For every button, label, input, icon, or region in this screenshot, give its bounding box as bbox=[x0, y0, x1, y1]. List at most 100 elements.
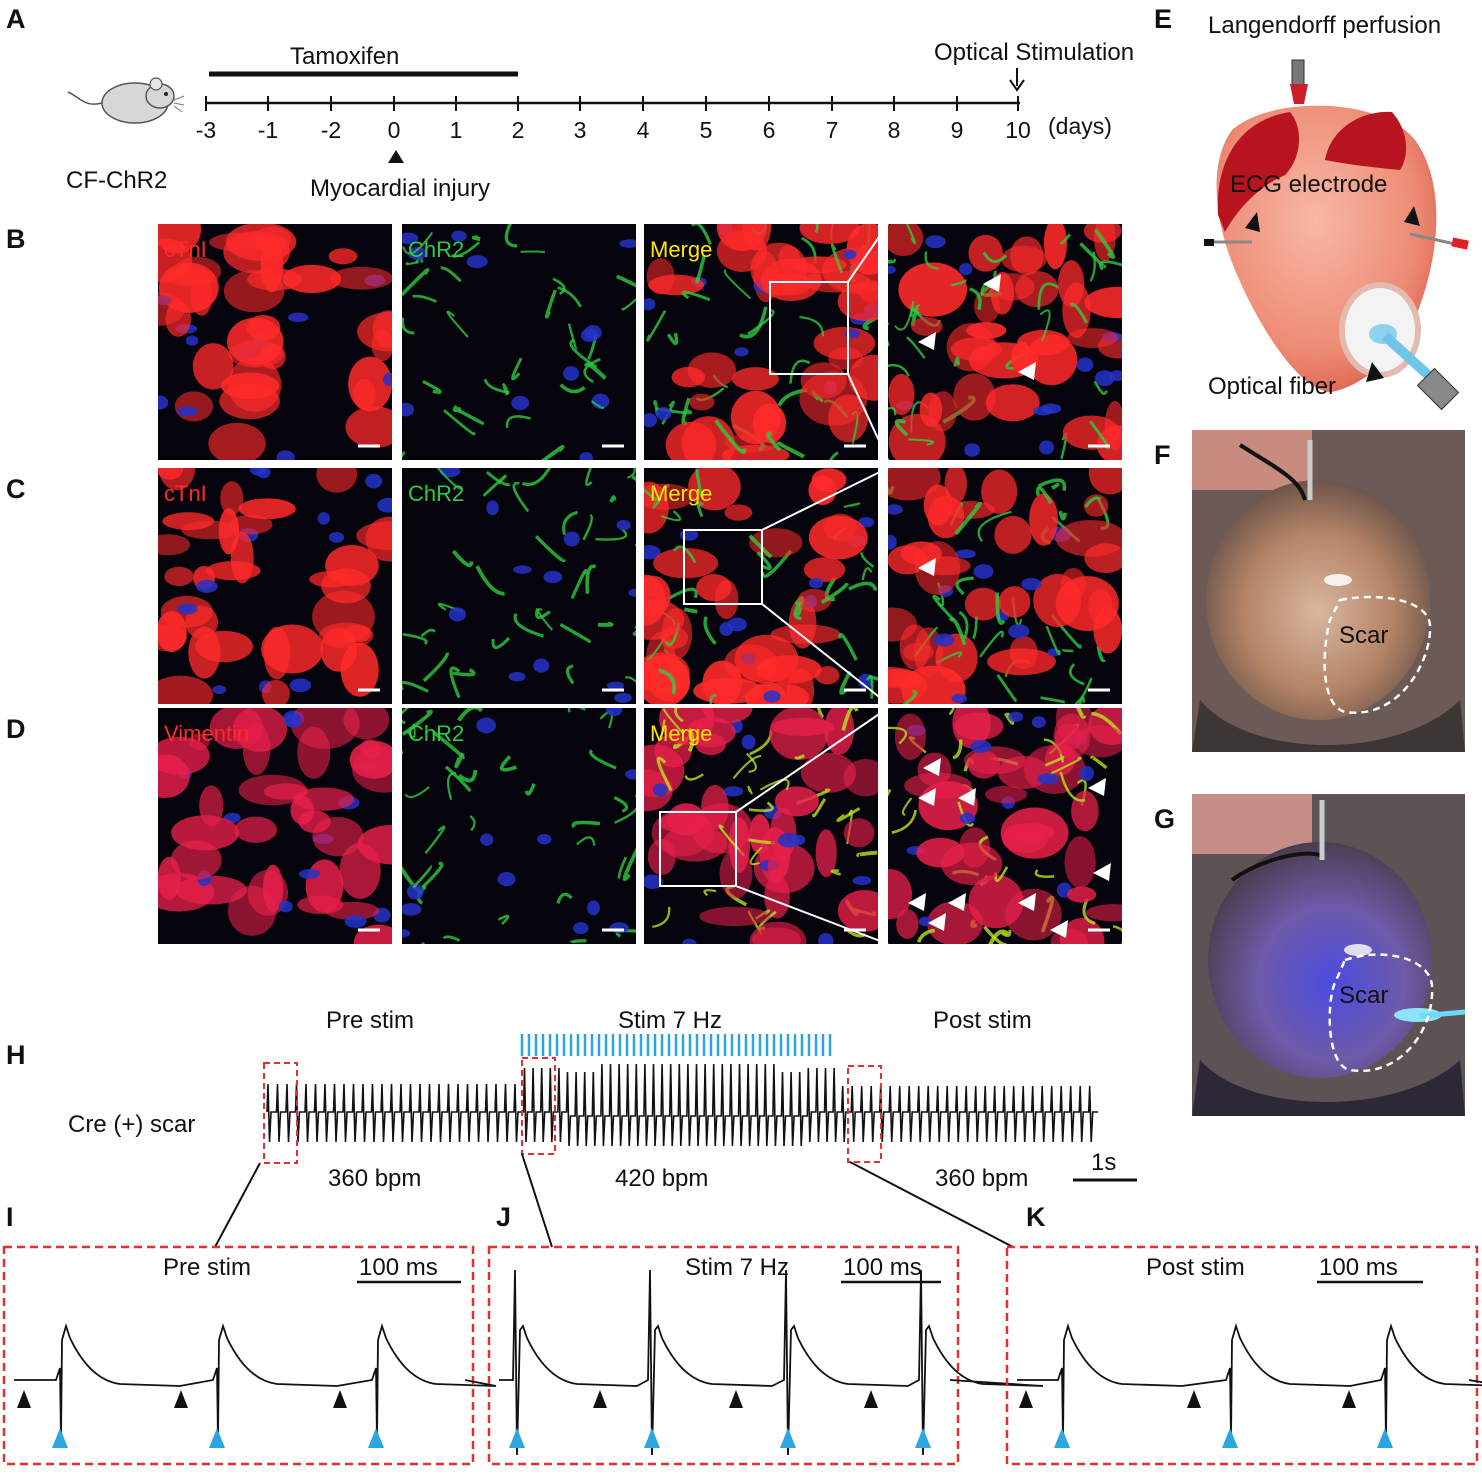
arrowhead-icon bbox=[918, 558, 936, 576]
stim-arrowhead-icon bbox=[1377, 1428, 1393, 1448]
electrode-left-arrowhead-icon bbox=[1245, 212, 1260, 232]
myocardial-injury-label: Myocardial injury bbox=[310, 175, 490, 202]
timeline-tick-label: 4 bbox=[637, 117, 650, 143]
stain-label: ChR2 bbox=[408, 237, 464, 262]
zoom-box bbox=[659, 811, 737, 887]
arrowhead-icon bbox=[1018, 362, 1036, 380]
stain-label: Merge bbox=[650, 721, 712, 746]
zoom-box bbox=[683, 529, 763, 605]
aorta-icon bbox=[1290, 84, 1308, 104]
stain-label: cTnI bbox=[164, 481, 207, 506]
optical-stimulation-label: Optical Stimulation bbox=[934, 39, 1134, 66]
scar-outline-f bbox=[1323, 595, 1432, 714]
stain-label: Merge bbox=[650, 481, 712, 506]
timeline-tick-label: 6 bbox=[763, 117, 776, 143]
beat-arrowhead-icon bbox=[1187, 1390, 1201, 1408]
stim-arrowhead-icon bbox=[780, 1428, 796, 1448]
arrowhead-icon bbox=[918, 332, 936, 350]
zoom-box-pre bbox=[263, 1062, 298, 1164]
stim-arrowhead-icon bbox=[209, 1428, 225, 1448]
arrowhead-icon bbox=[918, 788, 936, 806]
days-unit: (days) bbox=[1048, 113, 1112, 139]
pre-stim-title: Pre stim bbox=[326, 1007, 414, 1034]
stim-arrowhead-icon bbox=[368, 1428, 384, 1448]
ecg-inset-3: Post stim 100 ms bbox=[1005, 1245, 1482, 1466]
micrograph-c-1: cTnI bbox=[158, 468, 392, 704]
timeline-tick-label: -1 bbox=[258, 117, 278, 143]
photo-g: Scar bbox=[1192, 794, 1466, 1116]
micrograph-d-1: Vimentin bbox=[158, 708, 392, 944]
arrowhead-icon bbox=[923, 758, 941, 776]
micrograph-b-4 bbox=[888, 224, 1122, 460]
timeline-tick-label: 1 bbox=[450, 117, 463, 143]
timeline-panel: CF-ChR2 Tamoxifen -3 -1 -2 0 1 2 3 4 5 6 7 8 9 10 (da… bbox=[66, 39, 1134, 202]
fiber-arrowhead-icon bbox=[1366, 362, 1384, 382]
panel-label-e: E bbox=[1154, 4, 1172, 34]
mouse-icon bbox=[67, 77, 185, 124]
stim-arrowhead-icon bbox=[52, 1428, 68, 1448]
panel-label-j: J bbox=[496, 1202, 511, 1232]
injury-arrowhead-icon bbox=[388, 150, 404, 163]
arrowhead-icon bbox=[1018, 893, 1036, 911]
stim-arrowhead-icon bbox=[509, 1428, 525, 1448]
stim-rate: 420 bpm bbox=[615, 1165, 708, 1192]
mouse-label: CF-ChR2 bbox=[66, 167, 167, 194]
beat-arrowhead-icon bbox=[729, 1390, 743, 1408]
stain-label: Vimentin bbox=[164, 721, 249, 746]
arrowhead-icon bbox=[1093, 863, 1111, 881]
beat-arrowhead-icon bbox=[174, 1390, 188, 1408]
inset-scale-label: 100 ms bbox=[843, 1254, 922, 1281]
beat-arrowhead-icon bbox=[333, 1390, 347, 1408]
ecg-electrode-label: ECG electrode bbox=[1230, 171, 1387, 198]
beat-arrowhead-icon bbox=[864, 1390, 878, 1408]
scar-label-g: Scar bbox=[1339, 982, 1388, 1009]
zoom-box-stim bbox=[521, 1057, 556, 1155]
stain-label: Merge bbox=[650, 237, 712, 262]
micrograph-b-3: Merge bbox=[644, 224, 878, 460]
tamoxifen-label: Tamoxifen bbox=[290, 43, 399, 70]
beat-arrowhead-icon bbox=[17, 1390, 31, 1408]
ecg-trace bbox=[266, 1063, 1099, 1147]
panel-label-a: A bbox=[6, 4, 26, 34]
inset-trace bbox=[14, 1322, 497, 1441]
ecg-inset-1: Pre stim 100 ms bbox=[2, 1245, 497, 1466]
pre-stim-rate: 360 bpm bbox=[328, 1165, 421, 1192]
micrograph-d-4 bbox=[888, 708, 1122, 944]
arrowhead-icon bbox=[1088, 778, 1106, 796]
stim-arrowhead-icon bbox=[915, 1428, 931, 1448]
stim-arrowhead-icon bbox=[1054, 1428, 1070, 1448]
ecg-panel: Cre (+) scar Pre stim Stim 7 Hz Post sti… bbox=[68, 1007, 1137, 1248]
photo-f: Scar bbox=[1192, 430, 1465, 752]
stim-title: Stim 7 Hz bbox=[618, 1007, 722, 1034]
ecg-row-label: Cre (+) scar bbox=[68, 1111, 195, 1138]
panel-label-k: K bbox=[1026, 1202, 1046, 1232]
timeline-tick-label: -2 bbox=[321, 117, 341, 143]
stim-markers bbox=[520, 1034, 832, 1056]
stain-label: ChR2 bbox=[408, 721, 464, 746]
zoom-box-post bbox=[847, 1065, 882, 1163]
timeline-tick-label: 2 bbox=[512, 117, 525, 143]
arrowhead-icon bbox=[1050, 920, 1068, 938]
timeline-tick-label: 0 bbox=[388, 117, 401, 143]
panel-label-f: F bbox=[1154, 440, 1171, 470]
electrode-right-arrowhead-icon bbox=[1404, 206, 1420, 226]
timeline-tick-label: 10 bbox=[1005, 117, 1031, 143]
arrowhead-icon bbox=[928, 913, 946, 931]
inset-scale-label: 100 ms bbox=[359, 1254, 438, 1281]
heart-diagram: Langendorff perfusion ECG electrode Opti… bbox=[1204, 12, 1469, 411]
inset-trace bbox=[499, 1269, 1044, 1456]
micrograph-c-3: Merge bbox=[644, 468, 878, 704]
panel-label-c: C bbox=[6, 474, 26, 504]
timeline-tick-label: 9 bbox=[951, 117, 964, 143]
stim-arrow-icon bbox=[1009, 68, 1025, 92]
right-atrium bbox=[1325, 111, 1407, 170]
panel-label-g: G bbox=[1154, 804, 1175, 834]
arrowhead-icon bbox=[908, 893, 926, 911]
timeline-tick-label: 7 bbox=[826, 117, 839, 143]
micrograph-grid: cTnI ChR2 Merge cTnI ChR2 Merge Vimentin ChR2 Me… bbox=[158, 223, 1122, 945]
timeline-ticks: -3 -1 -2 0 1 2 3 4 5 6 7 8 9 10 bbox=[196, 96, 1031, 143]
ecg-scale-label: 1s bbox=[1091, 1149, 1116, 1176]
timeline-tick-label: 5 bbox=[700, 117, 713, 143]
arrowhead-icon bbox=[948, 893, 966, 911]
